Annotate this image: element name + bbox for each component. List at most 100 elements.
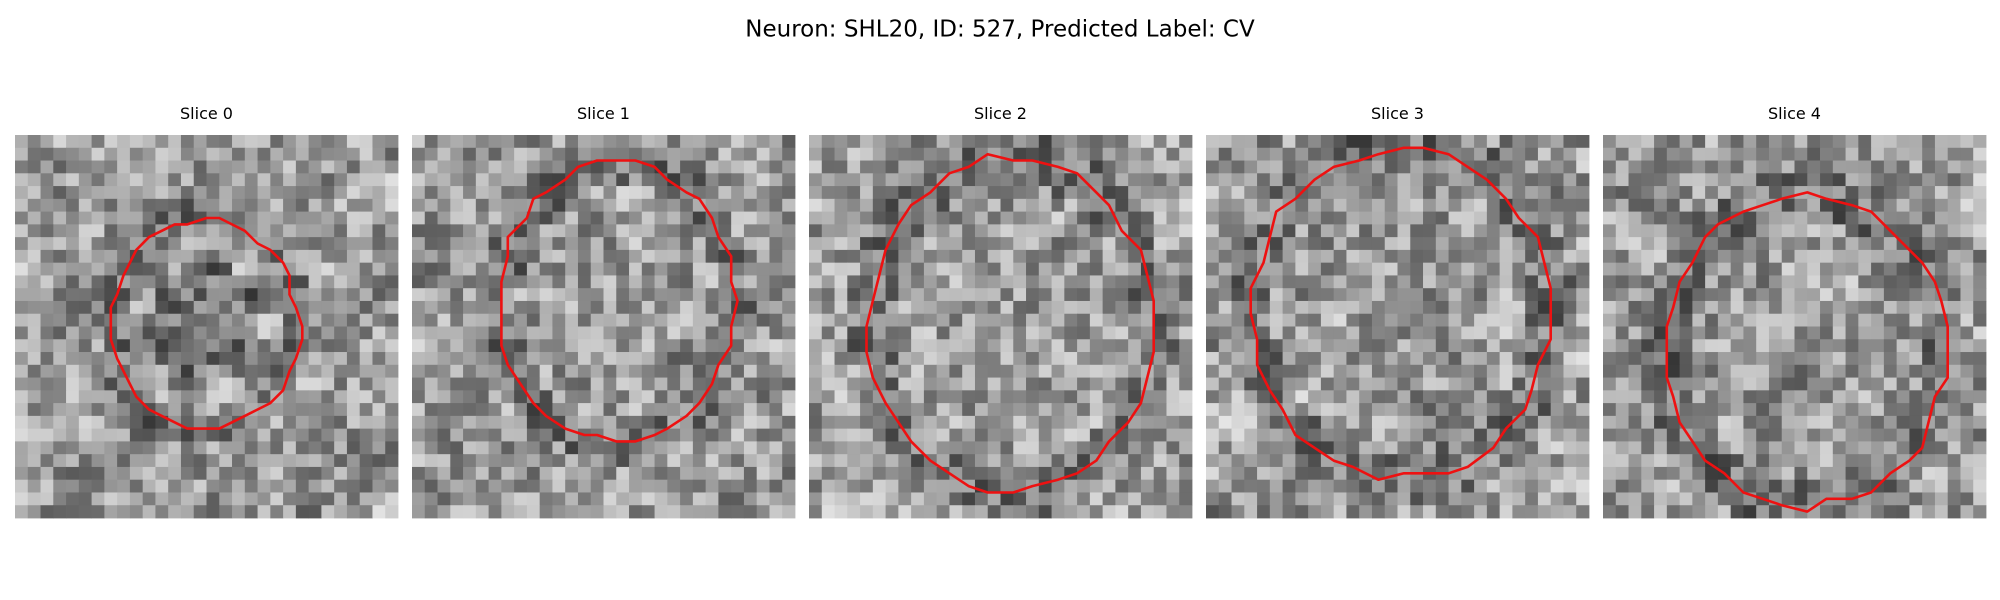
pixel (1883, 237, 1898, 251)
pixel (1576, 441, 1590, 455)
pixel (692, 237, 707, 251)
pixel (1308, 428, 1322, 442)
pixel (1397, 441, 1411, 455)
pixel (346, 262, 361, 276)
pixel (1756, 249, 1770, 264)
pixel (1871, 262, 1885, 276)
pixel (1603, 441, 1617, 455)
pixel (283, 428, 297, 442)
pixel (1666, 326, 1680, 340)
pixel (936, 237, 950, 251)
pixel (1563, 492, 1577, 506)
pixel (872, 198, 886, 212)
pixel (219, 262, 233, 276)
pixel (142, 492, 156, 506)
pixel (809, 505, 823, 519)
pixel (1166, 237, 1180, 251)
pixel (1102, 147, 1116, 161)
pixel (1231, 173, 1245, 187)
pixel (142, 275, 156, 289)
pixel (1794, 288, 1808, 302)
pixel (1896, 288, 1910, 302)
pixel (1140, 224, 1155, 238)
pixel (359, 224, 373, 238)
pixel (1871, 505, 1885, 519)
pixel (40, 224, 54, 238)
pixel (1512, 262, 1526, 276)
pixel (1871, 492, 1885, 506)
pixel (232, 186, 246, 200)
slice-image (1603, 135, 1987, 519)
pixel (283, 415, 297, 430)
pixel (1576, 237, 1590, 251)
pixel (1179, 377, 1193, 391)
pixel (860, 186, 874, 200)
pixel (1756, 186, 1770, 200)
pixel (463, 313, 477, 327)
pixel (270, 505, 284, 519)
pixel (692, 492, 707, 506)
pixel (1730, 492, 1744, 506)
pixel (53, 352, 67, 366)
pixel (911, 339, 925, 353)
pixel (1000, 186, 1014, 200)
pixel (1832, 300, 1846, 315)
pixel (412, 262, 426, 276)
pixel (155, 262, 169, 276)
pixel (78, 224, 92, 238)
pixel (346, 288, 361, 302)
pixel (1883, 275, 1898, 289)
pixel (616, 313, 630, 327)
pixel (731, 262, 745, 276)
pixel (872, 466, 886, 481)
pixel (66, 288, 80, 302)
pixel (1832, 364, 1846, 378)
pixel (1666, 352, 1680, 366)
pixel (424, 441, 438, 455)
pixel (1615, 173, 1629, 187)
pixel (1973, 415, 1987, 430)
pixel (40, 262, 54, 276)
pixel (1794, 403, 1808, 417)
pixel (1371, 237, 1386, 251)
pixel (974, 492, 989, 506)
pixel (1832, 249, 1846, 264)
pixel (1603, 339, 1617, 353)
pixel (847, 198, 861, 212)
pixel (1295, 135, 1309, 149)
pixel (1512, 326, 1526, 340)
pixel (1628, 135, 1642, 149)
pixel (1320, 211, 1335, 225)
pixel (782, 492, 796, 506)
pixel (1115, 403, 1129, 417)
pixel (219, 275, 233, 289)
pixel (168, 262, 182, 276)
pixel (769, 173, 783, 187)
pixel (463, 479, 477, 493)
pixel (1871, 339, 1885, 353)
pixel (104, 441, 118, 455)
pixel (1257, 186, 1271, 200)
pixel (847, 428, 861, 442)
pixel (1628, 505, 1642, 519)
pixel (1603, 224, 1617, 238)
pixel (1820, 211, 1834, 225)
pixel (15, 160, 29, 174)
pixel (346, 173, 361, 187)
pixel (1128, 186, 1142, 200)
pixel (949, 454, 963, 468)
pixel (1896, 198, 1910, 212)
pixel (53, 441, 67, 455)
pixel (526, 147, 541, 161)
pixel (616, 326, 630, 340)
pixel (616, 275, 630, 289)
pixel (565, 466, 579, 481)
pixel (1461, 415, 1475, 430)
pixel (680, 390, 694, 404)
pixel (1537, 377, 1552, 391)
pixel (962, 300, 976, 315)
pixel (1089, 237, 1104, 251)
pixel (1654, 505, 1668, 519)
pixel (1628, 390, 1642, 404)
pixel (1563, 377, 1577, 391)
